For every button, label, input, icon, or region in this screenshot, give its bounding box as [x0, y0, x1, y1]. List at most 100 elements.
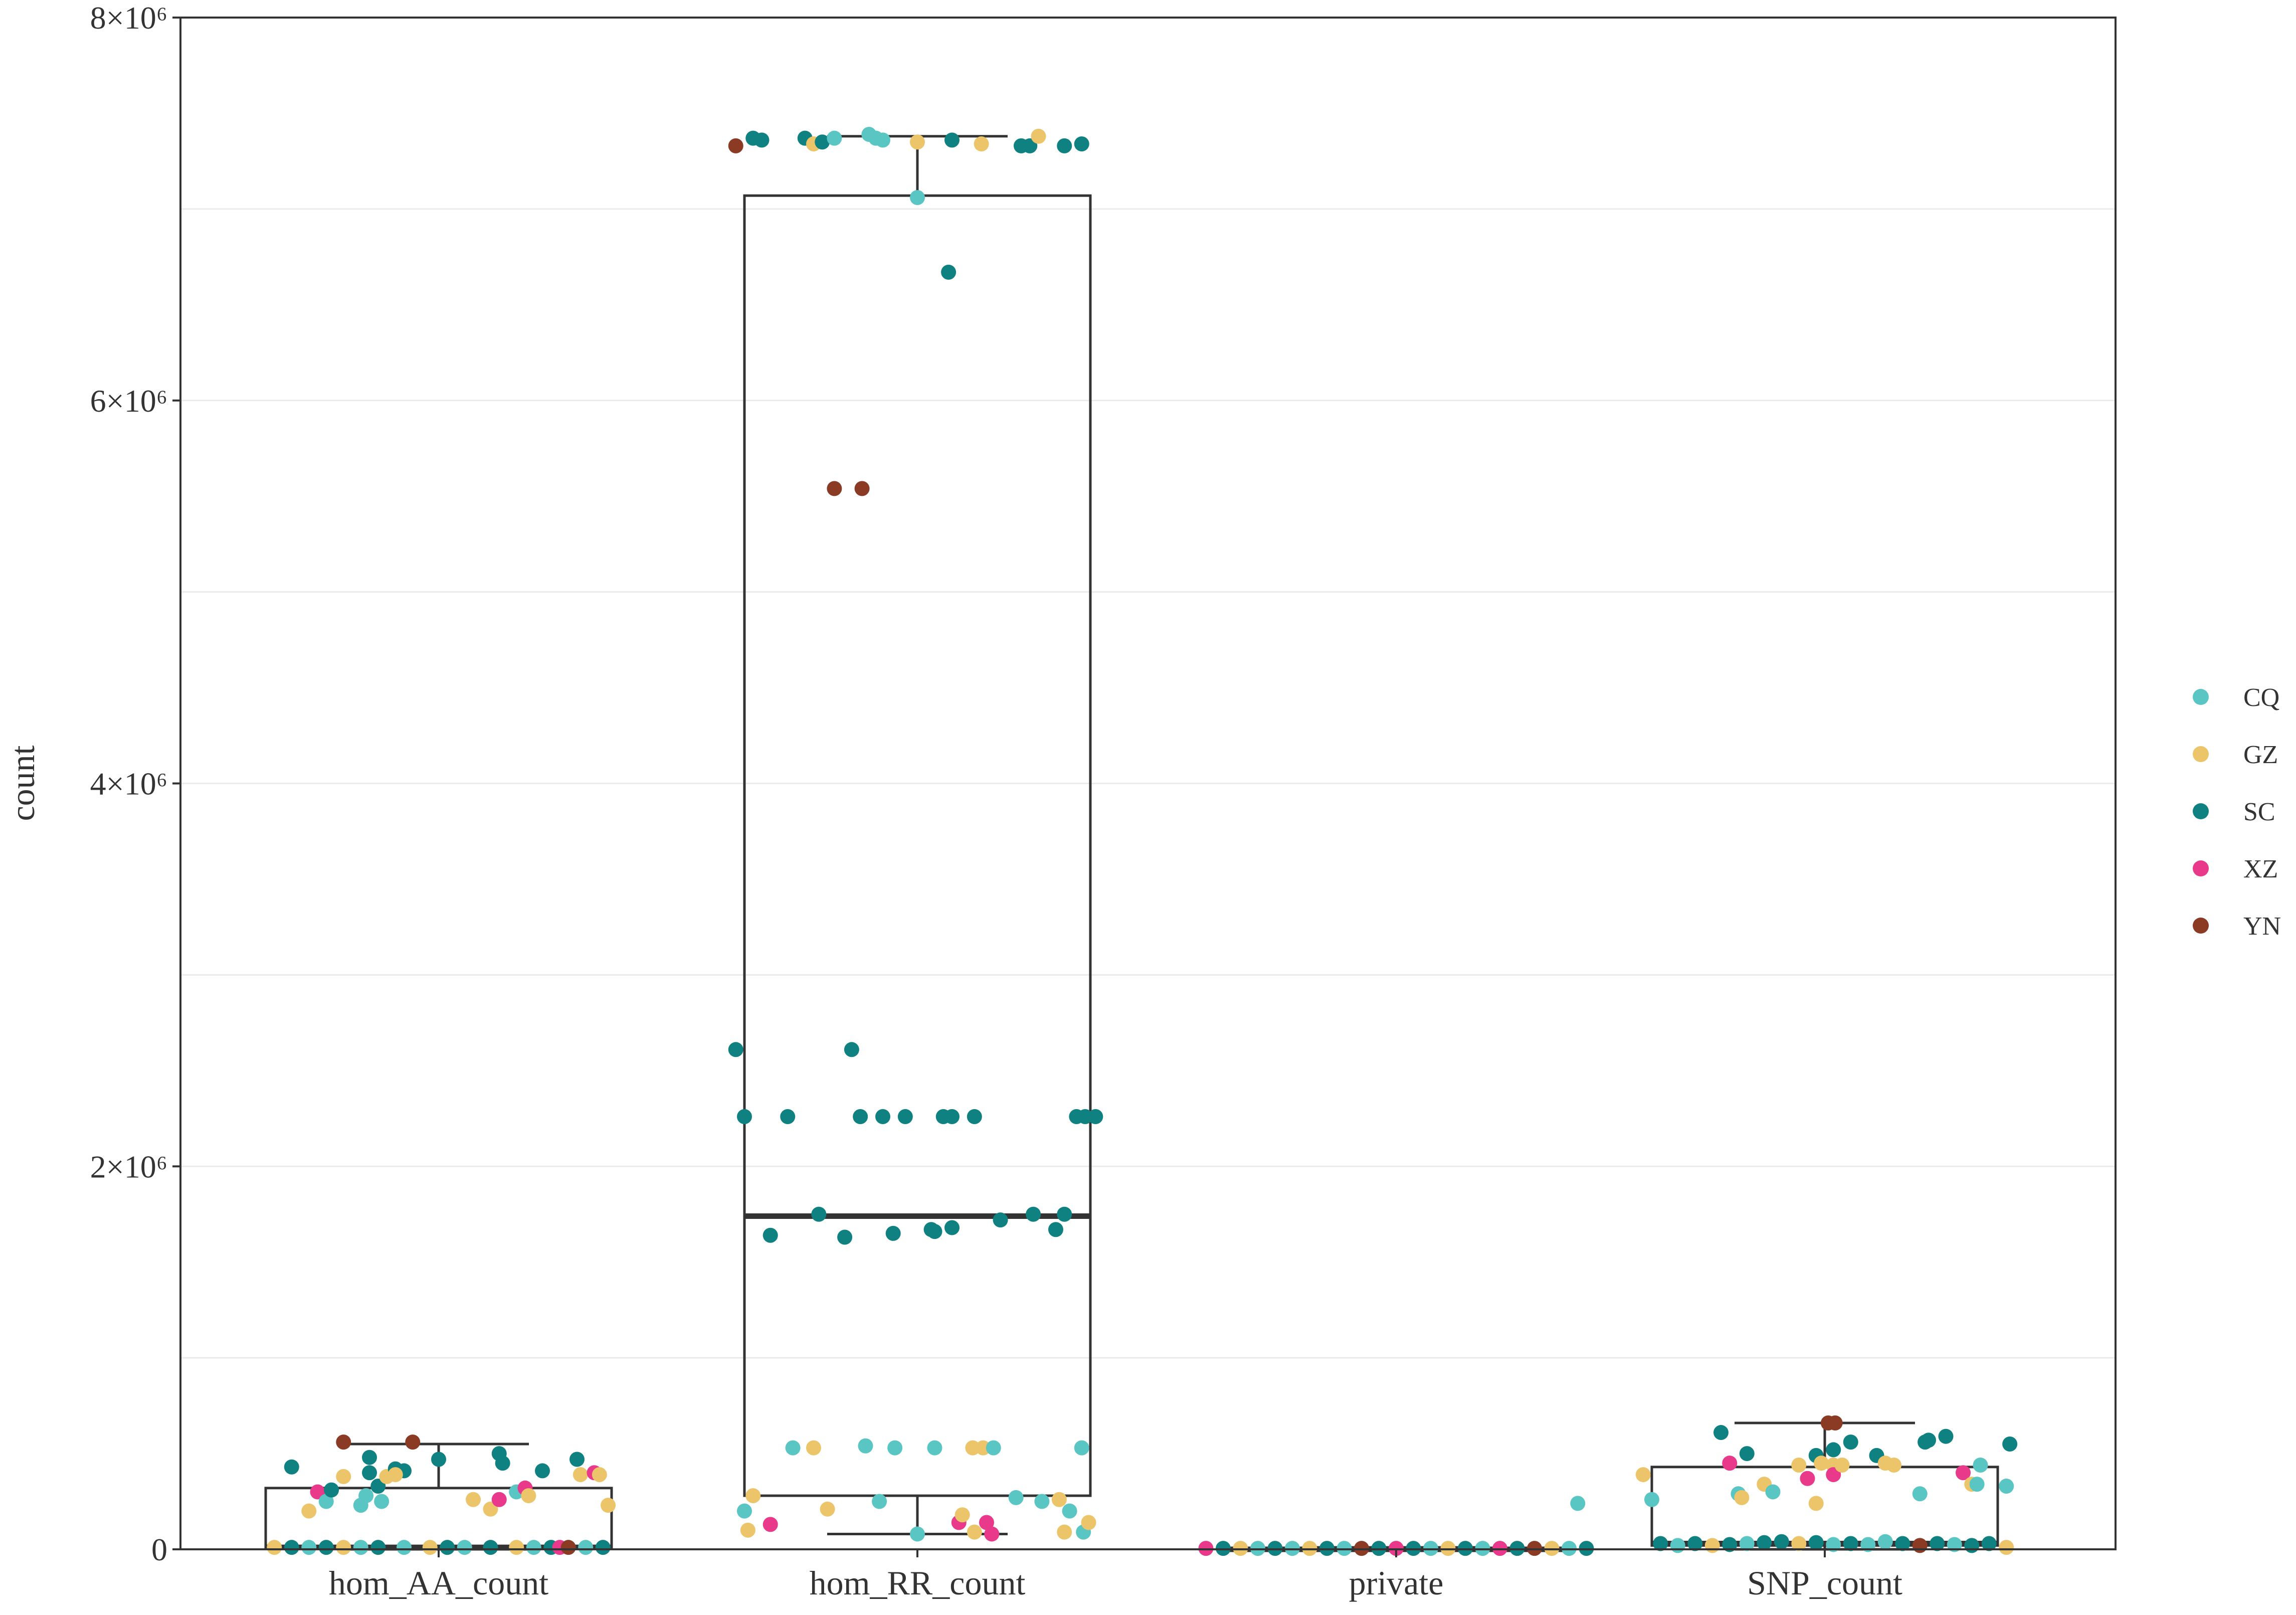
- data-point-SC: [728, 1042, 743, 1057]
- data-point-SC: [844, 1042, 859, 1057]
- data-point-SC: [1964, 1538, 1980, 1553]
- data-point-SC: [1653, 1536, 1668, 1551]
- y-tick-label: 8×10⁶: [90, 0, 167, 36]
- data-point-CQ: [457, 1540, 472, 1555]
- data-point-GZ: [820, 1501, 835, 1517]
- data-point-CQ: [374, 1494, 390, 1509]
- data-point-SC: [535, 1463, 550, 1479]
- data-point-CQ: [927, 1440, 942, 1456]
- data-point-GZ: [740, 1522, 755, 1538]
- data-point-SC: [1843, 1434, 1858, 1450]
- data-point-YN: [560, 1540, 576, 1555]
- data-point-CQ: [1034, 1494, 1050, 1509]
- y-axis-title: count: [4, 745, 42, 821]
- data-point-CQ: [986, 1440, 1001, 1456]
- data-point-CQ: [1765, 1484, 1781, 1500]
- data-point-XZ: [984, 1526, 1000, 1542]
- data-point-XZ: [762, 1517, 778, 1532]
- data-point-SC: [1022, 138, 1038, 153]
- data-point-GZ: [1814, 1456, 1829, 1471]
- data-point-SC: [885, 1225, 901, 1241]
- y-tick-label: 0: [151, 1532, 167, 1567]
- data-point-SC: [967, 1109, 982, 1124]
- legend-item-CQ: CQ: [2193, 683, 2279, 712]
- legend-label: GZ: [2243, 741, 2278, 769]
- data-point-GZ: [1999, 1540, 2014, 1555]
- legend-label: YN: [2243, 912, 2281, 941]
- data-point-GZ: [388, 1467, 403, 1483]
- data-point-SC: [1077, 1109, 1093, 1124]
- data-point-YN: [728, 138, 743, 153]
- data-point-SC: [944, 132, 960, 148]
- data-point-CQ: [1570, 1496, 1586, 1511]
- data-point-GZ: [509, 1540, 524, 1555]
- data-point-SC: [875, 1109, 890, 1124]
- data-point-YN: [854, 481, 870, 496]
- legend-key: [2193, 803, 2209, 819]
- data-point-SC: [595, 1540, 611, 1555]
- data-point-CQ: [1062, 1503, 1077, 1519]
- data-point-GZ: [1734, 1490, 1750, 1505]
- data-point-GZ: [806, 1440, 821, 1456]
- data-point-SC: [1938, 1428, 1954, 1444]
- data-point-YN: [827, 481, 842, 496]
- data-point-CQ: [1973, 1457, 1988, 1473]
- data-point-XZ: [979, 1515, 994, 1530]
- data-point-SC: [1048, 1222, 1063, 1237]
- data-point-GZ: [301, 1503, 317, 1519]
- data-point-XZ: [1800, 1471, 1815, 1486]
- x-tick-label: SNP_count: [1747, 1564, 1902, 1602]
- data-point-CQ: [1877, 1534, 1893, 1549]
- grid-lines: [180, 208, 2116, 1359]
- data-point-SC: [941, 264, 956, 280]
- data-point-CQ: [301, 1540, 317, 1555]
- data-point-SC: [1088, 1109, 1103, 1124]
- data-point-GZ: [572, 1467, 588, 1483]
- data-point-CQ: [1999, 1478, 2014, 1494]
- data-point-GZ: [1057, 1524, 1072, 1540]
- data-point-SC: [944, 1220, 960, 1235]
- data-point-GZ: [974, 136, 989, 152]
- data-point-SC: [362, 1465, 377, 1481]
- data-point-GZ: [466, 1492, 481, 1507]
- data-point-CQ: [785, 1440, 801, 1456]
- data-point-SC: [1843, 1536, 1858, 1551]
- box-layer: [264, 135, 1999, 1552]
- data-point-YN: [1827, 1415, 1843, 1430]
- data-point-GZ: [967, 1524, 982, 1540]
- data-point-CQ: [1947, 1537, 1962, 1552]
- data-point-YN: [1912, 1538, 1928, 1553]
- data-point-SC: [927, 1224, 942, 1239]
- x-axis: hom_AA_count hom_RR_count private SNP_count: [329, 1549, 1902, 1602]
- data-point-GZ: [1808, 1496, 1824, 1511]
- data-point-GZ: [422, 1540, 438, 1555]
- data-point-CQ: [1860, 1537, 1876, 1552]
- data-point-SC: [1930, 1536, 1945, 1551]
- data-point-SC: [495, 1456, 510, 1471]
- data-point-CQ: [1074, 1440, 1089, 1456]
- data-point-SC: [944, 1109, 960, 1124]
- legend-key: [2193, 860, 2209, 876]
- data-point-GZ: [483, 1501, 498, 1517]
- legend: CQ GZ SC XZ YN: [2193, 683, 2281, 941]
- data-point-CQ: [887, 1440, 903, 1456]
- data-point-SC: [1713, 1425, 1729, 1441]
- data-point-SC: [1057, 1206, 1072, 1222]
- data-point-SC: [1757, 1535, 1772, 1550]
- data-point-GZ: [1635, 1467, 1651, 1483]
- data-point-SC: [1026, 1206, 1041, 1222]
- data-point-CQ: [1969, 1477, 1985, 1492]
- data-point-YN: [405, 1434, 421, 1450]
- data-point-CQ: [1644, 1492, 1659, 1507]
- data-point-SC: [762, 1227, 778, 1243]
- data-point-GZ: [745, 1488, 761, 1504]
- data-point-CQ: [1670, 1538, 1685, 1553]
- data-point-GZ: [1081, 1515, 1096, 1530]
- data-point-GZ: [910, 134, 925, 150]
- legend-item-YN: YN: [2193, 912, 2281, 941]
- y-axis: 0 2×10⁶ 4×10⁶ 6×10⁶ 8×10⁶: [90, 0, 180, 1567]
- data-point-GZ: [976, 1440, 991, 1456]
- data-point-CQ: [353, 1540, 368, 1555]
- legend-item-XZ: XZ: [2193, 855, 2278, 883]
